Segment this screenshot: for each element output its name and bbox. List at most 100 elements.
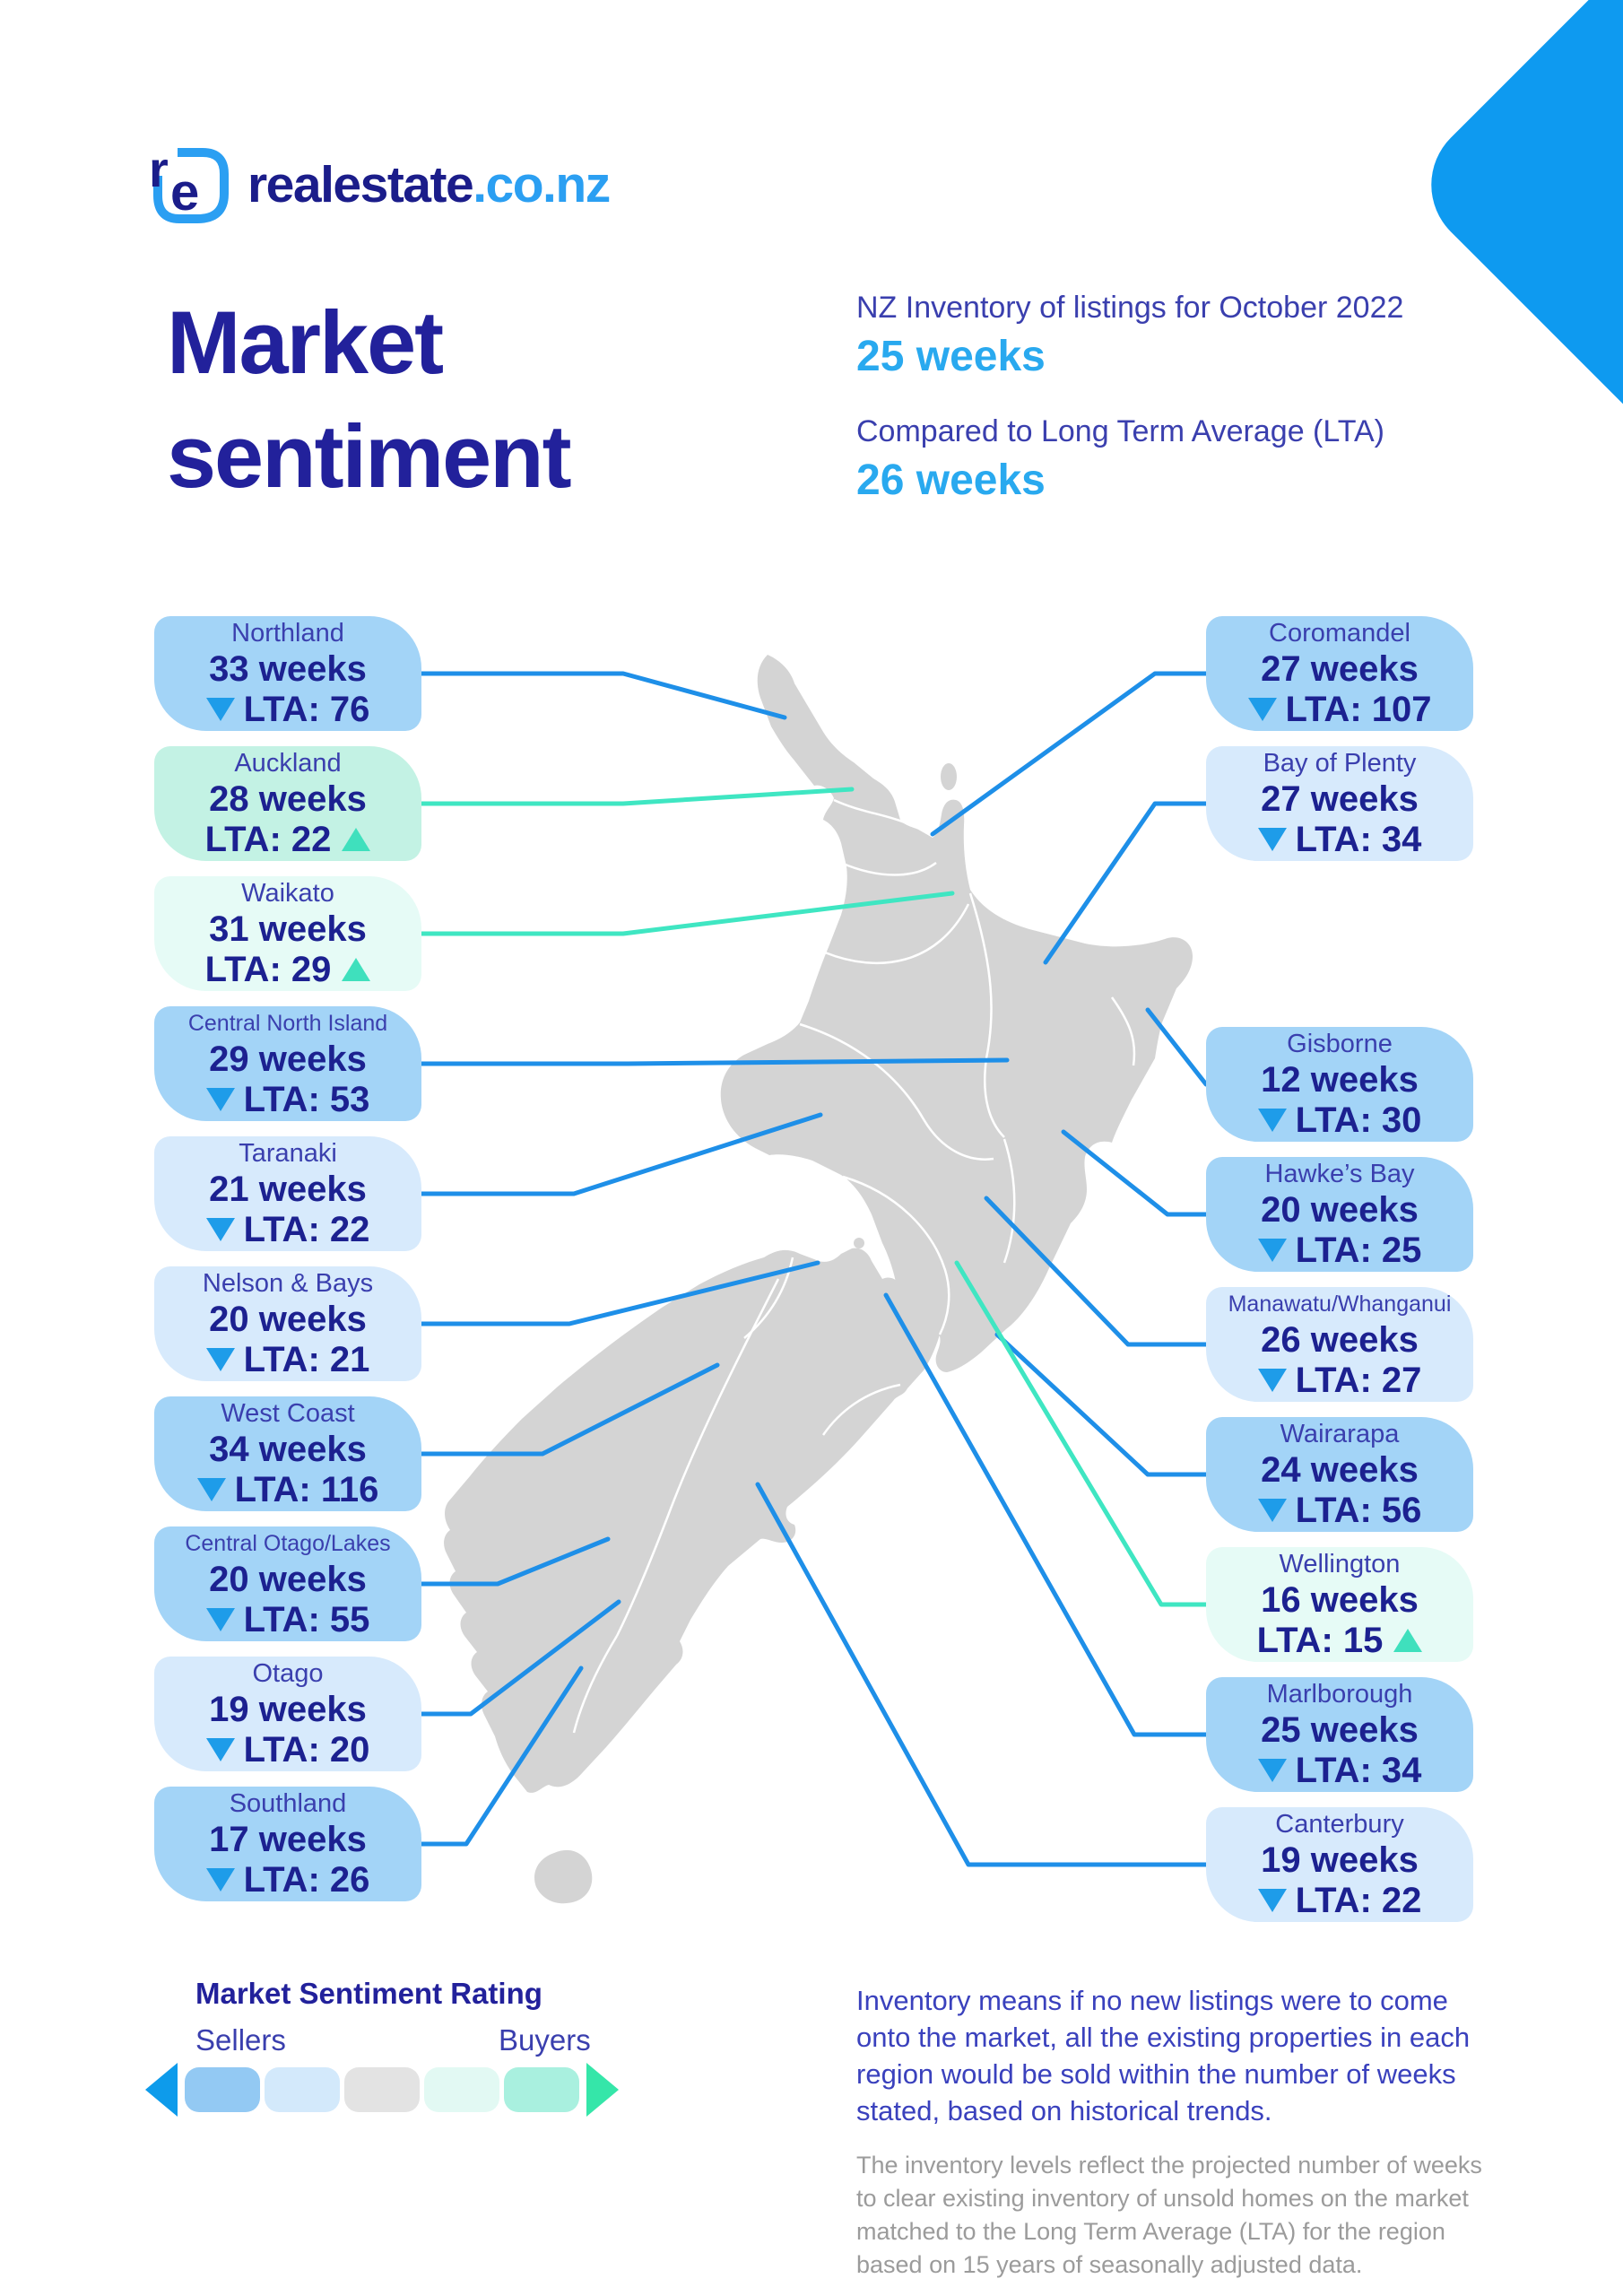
region-card: Otago 19 weeks LTA: 20 [154, 1657, 421, 1771]
connector-line [755, 1482, 1209, 1867]
nz-inventory-value: 25 weeks [856, 333, 1046, 380]
region-weeks: 26 weeks [1261, 1319, 1419, 1360]
connector-line [419, 1536, 611, 1587]
region-lta: LTA: 22 [204, 819, 332, 859]
region-lta: LTA: 34 [1295, 1750, 1422, 1790]
connector-line [419, 1057, 1010, 1066]
arrow-down-icon [1257, 1109, 1287, 1132]
offshore-island [941, 763, 957, 790]
region-lta: LTA: 56 [1295, 1490, 1422, 1530]
region-name: Hawke’s Bay [1264, 1159, 1415, 1188]
region-lta-row: LTA: 21 [205, 1340, 369, 1380]
svg-text:r: r [149, 142, 169, 197]
arrow-down-icon [205, 1348, 235, 1371]
region-name: Taranaki [239, 1138, 337, 1168]
region-card: Bay of Plenty 27 weeks LTA: 34 [1206, 746, 1473, 861]
connector-line [419, 1599, 621, 1717]
region-weeks: 27 weeks [1261, 778, 1419, 819]
region-card: Wairarapa 24 weeks LTA: 56 [1206, 1417, 1473, 1532]
sentiment-scale [145, 2063, 619, 2117]
region-weeks: 33 weeks [209, 648, 367, 689]
lta-compare-label: Compared to Long Term Average (LTA) [856, 414, 1385, 448]
region-lta: LTA: 29 [204, 949, 332, 989]
region-name: Wairarapa [1280, 1419, 1400, 1448]
region-name: Bay of Plenty [1263, 748, 1417, 778]
region-lta-row: LTA: 53 [205, 1080, 369, 1120]
sentiment-scale-swatch [185, 2067, 260, 2112]
region-card: Taranaki 21 weeks LTA: 22 [154, 1136, 421, 1251]
region-card: Hawke’s Bay 20 weeks LTA: 25 [1206, 1157, 1473, 1272]
arrow-down-icon [205, 1218, 235, 1241]
region-lta-row: LTA: 34 [1257, 1750, 1422, 1791]
region-card: Manawatu/Whanganui 26 weeks LTA: 27 [1206, 1287, 1473, 1402]
region-weeks: 21 weeks [209, 1169, 367, 1209]
arrow-down-icon [205, 1088, 235, 1111]
logo-wordmark-domain: .co.nz [473, 156, 611, 213]
region-name: Wellington [1279, 1549, 1401, 1578]
connector-line [419, 1112, 823, 1196]
connector-line [419, 891, 955, 936]
region-lta-row: LTA: 20 [205, 1729, 370, 1770]
region-card: Northland 33 weeks LTA: 76 [154, 616, 421, 731]
connector-line [954, 1260, 1209, 1607]
region-card: Coromandel 27 weeks LTA: 107 [1206, 616, 1473, 731]
region-card: Auckland 28 weeks LTA: 22 [154, 746, 421, 861]
region-card: Gisborne 12 weeks LTA: 30 [1206, 1027, 1473, 1142]
region-name: Gisborne [1287, 1029, 1393, 1058]
region-lta-row: LTA: 27 [1257, 1361, 1421, 1401]
connector-line [994, 1332, 1209, 1477]
sentiment-scale-swatch [344, 2067, 420, 2112]
region-lta-row: LTA: 15 [1257, 1621, 1423, 1661]
region-name: Waikato [241, 878, 334, 908]
north-island-shape [720, 655, 1193, 1372]
connector-line [984, 1196, 1209, 1347]
region-lta: LTA: 15 [1256, 1620, 1384, 1660]
connector-line [1043, 801, 1209, 965]
arrow-down-icon [196, 1478, 226, 1501]
stewart-island-shape [534, 1849, 593, 1904]
region-lta: LTA: 34 [1295, 819, 1422, 859]
region-lta: LTA: 22 [243, 1209, 370, 1249]
region-weeks: 20 weeks [1261, 1189, 1419, 1230]
offshore-island [854, 1238, 864, 1248]
arrow-down-icon [1257, 828, 1287, 851]
connector-line [883, 1292, 1209, 1737]
connector-line [419, 1665, 584, 1847]
region-weeks: 16 weeks [1261, 1579, 1419, 1620]
arrow-down-icon [205, 1608, 235, 1631]
region-card: Nelson & Bays 20 weeks LTA: 21 [154, 1266, 421, 1381]
region-boundaries [572, 798, 1136, 1734]
region-weeks: 24 weeks [1261, 1449, 1419, 1490]
arrow-down-icon [1257, 1499, 1287, 1522]
region-lta: LTA: 20 [243, 1729, 370, 1770]
connector-line [419, 671, 787, 720]
region-lta-row: LTA: 25 [1257, 1231, 1421, 1271]
arrow-up-icon [342, 828, 371, 851]
south-island-shape [444, 1248, 945, 1793]
region-name: Northland [231, 618, 344, 648]
region-weeks: 17 weeks [209, 1819, 367, 1859]
region-lta-row: LTA: 26 [205, 1859, 370, 1900]
legend-sellers-label: Sellers [195, 2023, 286, 2057]
region-weeks: 27 weeks [1261, 648, 1419, 689]
region-weeks: 28 weeks [209, 778, 367, 819]
region-lta-row: LTA: 116 [196, 1470, 378, 1510]
notes: Inventory means if no new listings were … [856, 1982, 1495, 2282]
svg-text:e: e [170, 163, 199, 222]
arrow-down-icon [205, 698, 235, 721]
page-title: Market sentiment [167, 285, 572, 513]
region-weeks: 12 weeks [1261, 1059, 1419, 1100]
region-name: Central North Island [187, 1010, 388, 1036]
offshore-island [895, 1299, 902, 1306]
region-name: Canterbury [1275, 1809, 1404, 1839]
inventory-definition: Inventory means if no new listings were … [856, 1985, 1471, 2126]
region-lta-row: LTA: 29 [205, 950, 371, 990]
region-lta: LTA: 26 [243, 1859, 370, 1900]
region-name: Central Otago/Lakes [185, 1530, 391, 1556]
region-card: Waikato 31 weeks LTA: 29 [154, 876, 421, 991]
region-name: West Coast [221, 1398, 355, 1428]
region-lta-row: LTA: 22 [205, 1209, 370, 1250]
sentiment-scale-swatch [265, 2067, 340, 2112]
region-card: West Coast 34 weeks LTA: 116 [154, 1396, 421, 1511]
